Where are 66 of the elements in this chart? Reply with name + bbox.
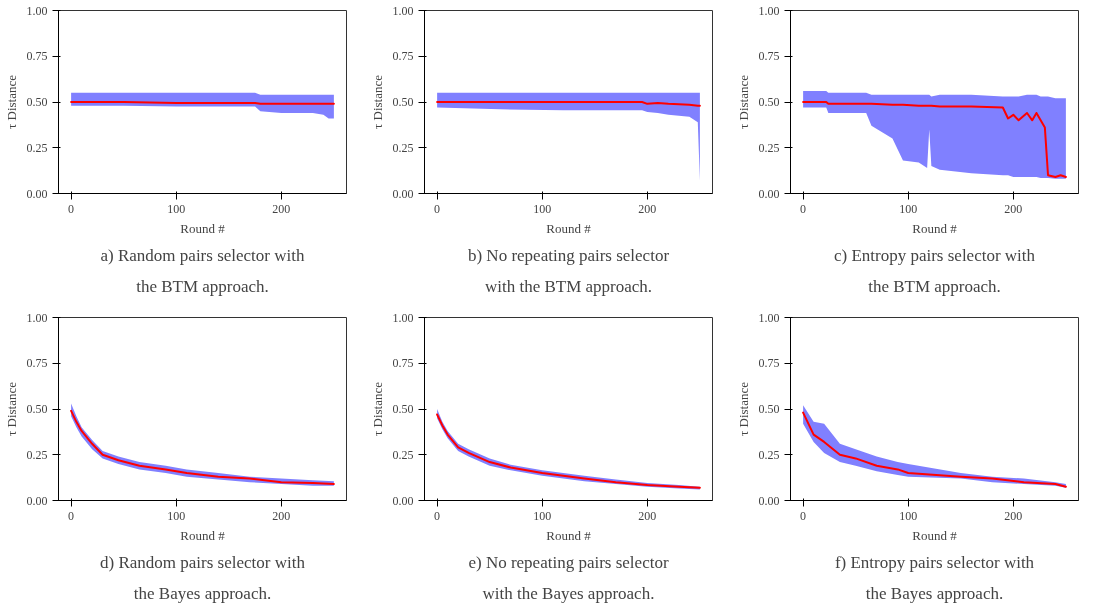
y-tick-label: 0.75 [392, 356, 414, 371]
y-tick-label: 1.00 [758, 3, 780, 18]
x-tick-label: 0 [434, 201, 441, 216]
x-axis-title: Round # [912, 527, 958, 543]
x-axis-title: Round # [912, 220, 958, 236]
x-tick-label: 100 [533, 508, 552, 523]
x-tick-label: 100 [899, 508, 918, 523]
x-tick-label: 200 [272, 201, 291, 216]
x-tick-label: 200 [272, 508, 291, 523]
y-tick-label: 1.00 [26, 310, 48, 325]
x-tick-label: 0 [68, 201, 75, 216]
x-tick-label: 200 [1004, 201, 1023, 216]
y-axis-title: τ Distance [3, 74, 19, 129]
x-tick-label: 0 [800, 508, 807, 523]
x-tick-label: 100 [167, 201, 186, 216]
x-tick-label: 100 [167, 508, 186, 523]
text: a) Random pairs selector with the BTM approach. [100, 245, 305, 296]
y-tick-label: 0.00 [758, 493, 780, 508]
y-tick-label: 0.50 [758, 402, 780, 416]
text: f) Entropy pairs selector with the Bayes approach. [834, 552, 1035, 603]
y-tick-label: 0.25 [758, 447, 780, 462]
y-tick-label: 0.75 [26, 49, 48, 64]
y-tick-label: 0.75 [758, 49, 780, 64]
y-tick-label: 0.25 [758, 140, 780, 155]
y-tick-label: 0.00 [392, 186, 414, 201]
y-tick-label: 0.00 [26, 493, 48, 508]
y-tick-label: 0.00 [758, 186, 780, 201]
x-axis-title: Round # [180, 527, 226, 543]
x-tick-label: 0 [800, 201, 807, 216]
y-tick-label: 0.25 [26, 447, 48, 462]
x-axis-title: Round # [180, 220, 226, 236]
y-tick-label: 0.50 [26, 95, 48, 109]
y-axis-title: τ Distance [3, 381, 19, 436]
y-tick-label: 0.25 [392, 140, 414, 155]
y-tick-label: 0.50 [392, 95, 414, 109]
y-axis-title: τ Distance [735, 74, 751, 129]
y-tick-label: 0.25 [392, 447, 414, 462]
y-tick-label: 0.00 [26, 186, 48, 201]
x-tick-label: 0 [68, 508, 75, 523]
y-tick-label: 0.50 [26, 402, 48, 416]
y-tick-label: 1.00 [26, 3, 48, 18]
y-axis-title: τ Distance [369, 74, 385, 129]
x-axis-title: Round # [546, 527, 592, 543]
x-tick-label: 200 [638, 201, 657, 216]
y-tick-label: 0.25 [26, 140, 48, 155]
y-tick-label: 1.00 [392, 3, 414, 18]
y-axis-title: τ Distance [369, 381, 385, 436]
y-tick-label: 0.50 [392, 402, 414, 416]
text: e) No repeating pairs selector with the Bayes approach. [468, 552, 669, 603]
x-tick-label: 0 [434, 508, 441, 523]
x-tick-label: 100 [899, 201, 918, 216]
text: b) No repeating pairs selector with the BTM approach. [467, 245, 670, 296]
y-tick-label: 0.75 [758, 356, 780, 371]
text: d) Random pairs selector with the Bayes approach. [100, 552, 306, 603]
y-tick-label: 0.75 [26, 356, 48, 371]
x-axis-title: Round # [546, 220, 592, 236]
y-axis-title: τ Distance [735, 381, 751, 436]
y-tick-label: 1.00 [392, 310, 414, 325]
x-tick-label: 100 [533, 201, 552, 216]
y-tick-label: 0.00 [392, 493, 414, 508]
text: c) Entropy pairs selector with the BTM approach. [833, 245, 1036, 296]
y-tick-label: 0.75 [392, 49, 414, 64]
x-tick-label: 200 [1004, 508, 1023, 523]
y-tick-label: 0.50 [758, 95, 780, 109]
x-tick-label: 200 [638, 508, 657, 523]
y-tick-label: 1.00 [758, 310, 780, 325]
